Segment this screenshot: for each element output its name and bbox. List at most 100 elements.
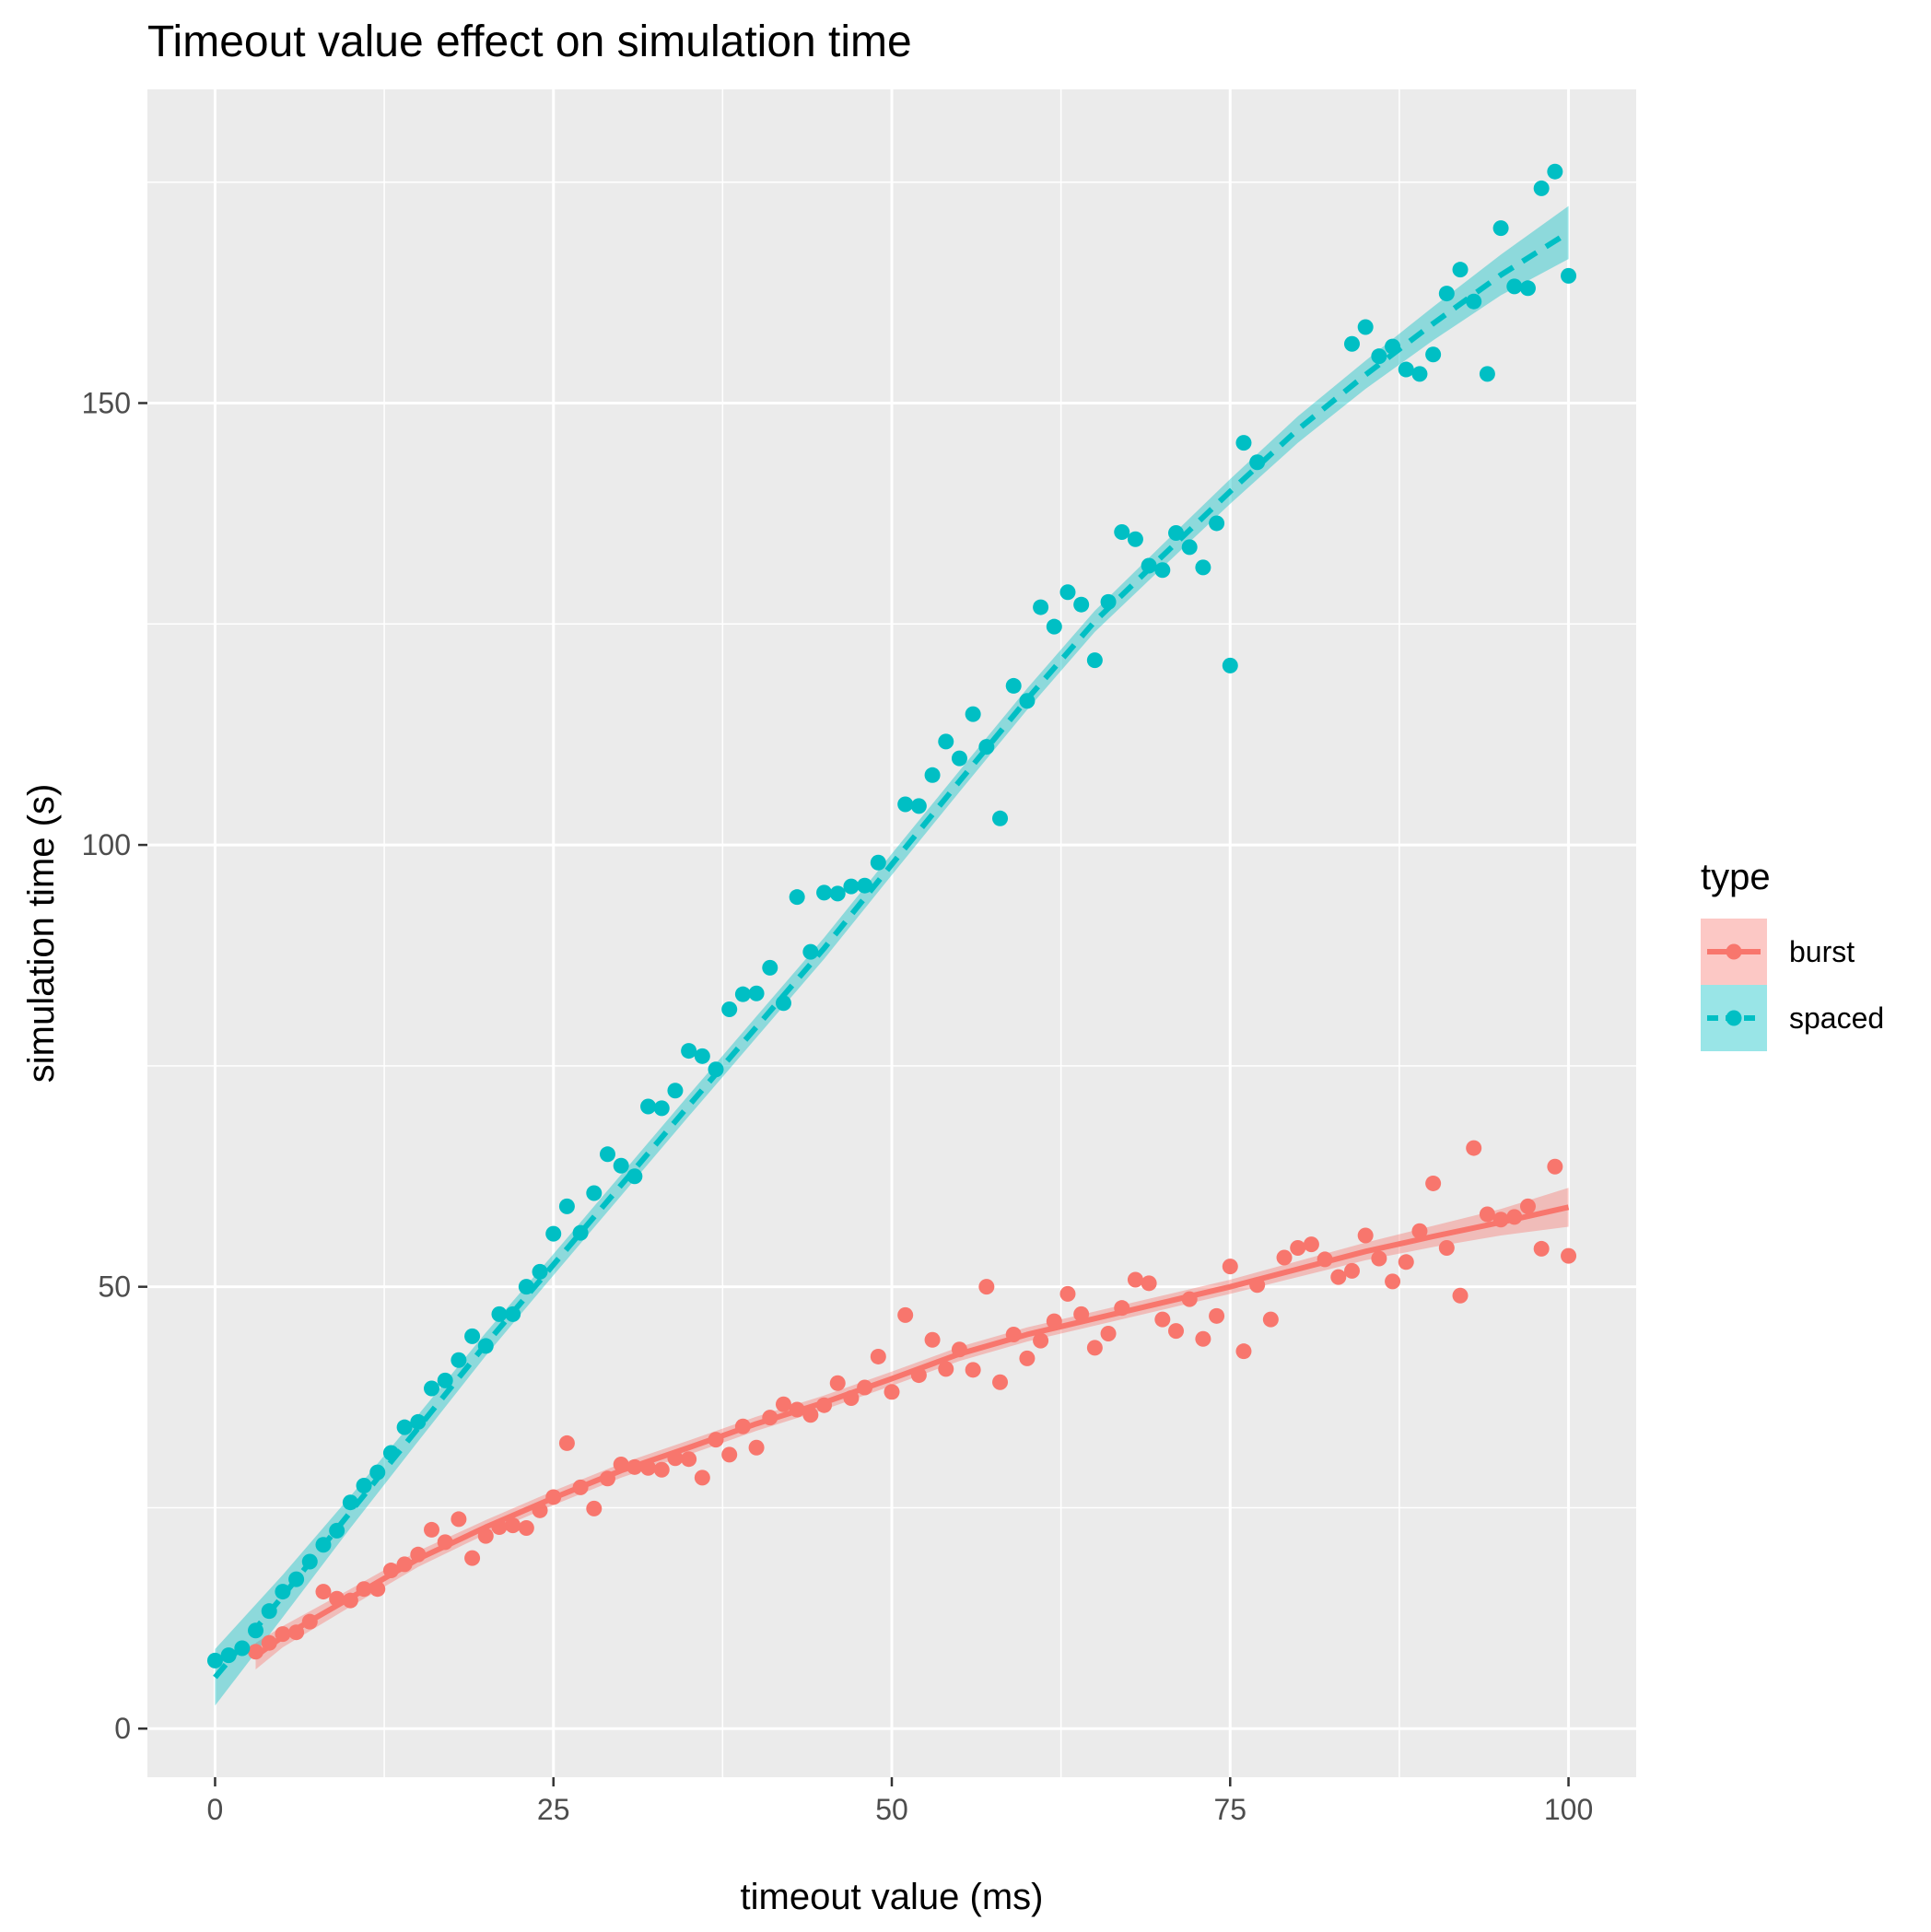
point-spaced xyxy=(315,1537,332,1553)
point-burst xyxy=(1385,1273,1401,1290)
point-burst xyxy=(275,1626,291,1643)
point-burst xyxy=(1371,1250,1387,1267)
point-spaced xyxy=(329,1522,345,1539)
point-spaced xyxy=(464,1328,481,1344)
point-spaced xyxy=(288,1571,305,1587)
point-spaced xyxy=(1411,366,1428,382)
data-points xyxy=(206,163,1577,1669)
point-spaced xyxy=(1127,531,1143,547)
point-spaced xyxy=(1073,596,1090,613)
point-spaced xyxy=(762,959,778,976)
point-burst xyxy=(829,1375,846,1391)
point-burst xyxy=(789,1401,805,1418)
y-tick-label: 100 xyxy=(82,828,131,861)
point-spaced xyxy=(965,706,981,722)
point-spaced xyxy=(206,1652,223,1669)
point-burst xyxy=(1492,1212,1509,1228)
point-burst xyxy=(992,1374,1009,1390)
point-burst xyxy=(329,1590,345,1607)
x-tick-label: 75 xyxy=(1213,1793,1246,1826)
point-spaced xyxy=(1046,618,1062,635)
point-burst xyxy=(599,1470,615,1487)
point-burst xyxy=(681,1451,697,1468)
point-spaced xyxy=(1100,593,1117,610)
point-burst xyxy=(884,1384,900,1400)
point-burst xyxy=(1561,1247,1577,1264)
point-burst xyxy=(938,1361,954,1377)
point-spaced xyxy=(1154,562,1171,579)
legend: type burst spaced xyxy=(1701,857,1884,1051)
legend-label-burst: burst xyxy=(1789,935,1855,968)
point-burst xyxy=(1154,1311,1171,1328)
point-burst xyxy=(748,1439,765,1456)
point-spaced xyxy=(572,1224,589,1241)
point-spaced xyxy=(1561,267,1577,284)
point-spaced xyxy=(829,885,846,902)
point-burst xyxy=(1452,1287,1469,1304)
point-burst xyxy=(843,1390,860,1407)
point-burst xyxy=(653,1461,670,1478)
point-burst xyxy=(1398,1254,1414,1270)
point-burst xyxy=(1181,1291,1198,1307)
point-burst xyxy=(1317,1251,1333,1268)
point-burst xyxy=(477,1528,494,1544)
x-tick-label: 0 xyxy=(207,1793,224,1826)
point-burst xyxy=(1330,1269,1347,1285)
point-burst xyxy=(410,1546,427,1563)
point-spaced xyxy=(518,1279,534,1295)
point-burst xyxy=(1019,1350,1036,1366)
point-burst xyxy=(1073,1306,1090,1322)
point-spaced xyxy=(1195,559,1211,576)
point-burst xyxy=(1141,1275,1157,1292)
point-burst xyxy=(505,1517,521,1534)
point-spaced xyxy=(816,884,833,901)
x-tick-label: 100 xyxy=(1544,1793,1593,1826)
point-burst xyxy=(816,1397,833,1413)
point-spaced xyxy=(342,1494,358,1511)
point-spaced xyxy=(1398,361,1414,378)
point-burst xyxy=(1235,1343,1252,1360)
point-spaced xyxy=(924,767,941,783)
point-burst xyxy=(1262,1311,1279,1328)
point-spaced xyxy=(1033,599,1049,615)
point-spaced xyxy=(1209,515,1225,532)
point-burst xyxy=(775,1396,791,1412)
point-spaced xyxy=(424,1380,440,1397)
point-burst xyxy=(1195,1330,1211,1347)
point-spaced xyxy=(410,1413,427,1430)
point-spaced xyxy=(248,1622,264,1639)
point-burst xyxy=(1046,1313,1062,1329)
point-spaced xyxy=(356,1477,372,1493)
point-burst xyxy=(1127,1271,1143,1288)
point-burst xyxy=(1249,1277,1266,1294)
point-spaced xyxy=(653,1100,670,1117)
point-spaced xyxy=(1114,524,1130,541)
point-burst xyxy=(640,1459,657,1476)
point-burst xyxy=(910,1367,927,1384)
point-burst xyxy=(248,1644,264,1660)
point-spaced xyxy=(505,1306,521,1322)
point-burst xyxy=(1303,1236,1319,1253)
point-burst xyxy=(424,1521,440,1538)
point-burst xyxy=(1086,1340,1103,1356)
point-burst xyxy=(1547,1158,1563,1175)
point-spaced xyxy=(910,798,927,814)
point-burst xyxy=(1357,1227,1374,1244)
point-burst xyxy=(1290,1239,1306,1256)
y-axis-title: simulation time (s) xyxy=(21,784,62,1083)
point-burst xyxy=(667,1450,684,1467)
point-burst xyxy=(301,1613,318,1630)
point-burst xyxy=(451,1511,467,1528)
point-burst xyxy=(708,1432,724,1448)
point-spaced xyxy=(775,995,791,1012)
point-spaced xyxy=(1086,652,1103,669)
point-burst xyxy=(1100,1326,1117,1342)
point-burst xyxy=(951,1341,967,1358)
point-spaced xyxy=(1249,454,1266,471)
point-burst xyxy=(545,1489,562,1505)
point-burst xyxy=(369,1581,386,1598)
point-spaced xyxy=(396,1419,413,1435)
point-burst xyxy=(721,1446,738,1463)
point-spaced xyxy=(261,1603,277,1620)
